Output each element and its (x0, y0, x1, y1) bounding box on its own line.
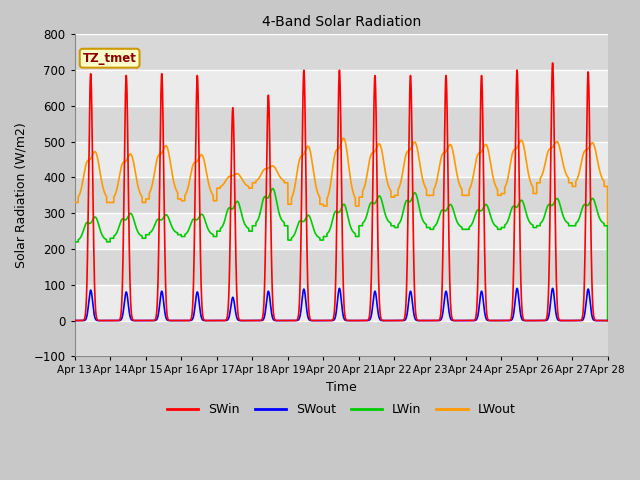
Title: 4-Band Solar Radiation: 4-Band Solar Radiation (262, 15, 421, 29)
Line: LWin: LWin (75, 189, 608, 321)
SWin (575, 318, 583, 324)
Line: LWout: LWout (75, 138, 608, 321)
SWout (604, 318, 612, 324)
Bar (75, 285, 608, 321)
LWin (275, 210, 283, 216)
SWin (275, 318, 283, 324)
LWin (134, 230, 142, 236)
SWout (552, 311, 560, 316)
Y-axis label: Solar Radiation (W/m2): Solar Radiation (W/m2) (15, 122, 28, 268)
LWout (134, 185, 142, 191)
SWin (555, 315, 563, 321)
Bar (75, 321, 608, 356)
LWout (275, 172, 283, 178)
LWin (575, 215, 583, 220)
SWin (134, 318, 142, 324)
LWout (340, 135, 348, 141)
Bar (75, 213, 608, 249)
LWin (604, 318, 612, 324)
Line: SWin: SWin (75, 63, 608, 321)
LWin (552, 196, 560, 202)
SWout (548, 286, 556, 291)
Bar (75, 70, 608, 106)
Text: TZ_tmet: TZ_tmet (83, 52, 136, 65)
SWin (71, 318, 79, 324)
LWout (604, 318, 612, 324)
SWout (575, 318, 583, 324)
LWin (269, 186, 276, 192)
Bar (75, 249, 608, 285)
Bar (75, 106, 608, 142)
SWin (404, 195, 412, 201)
LWin (71, 239, 79, 245)
Bar (75, 35, 608, 70)
Bar (75, 178, 608, 213)
SWout (275, 318, 283, 324)
X-axis label: Time: Time (326, 381, 356, 394)
SWout (71, 318, 79, 324)
LWout (555, 141, 563, 147)
LWout (552, 139, 560, 145)
LWout (404, 148, 412, 154)
Legend: SWin, SWout, LWin, LWout: SWin, SWout, LWin, LWout (162, 398, 520, 421)
SWin (552, 262, 560, 268)
SWin (604, 318, 612, 324)
Line: SWout: SWout (75, 288, 608, 321)
SWin (548, 60, 556, 66)
LWout (71, 200, 79, 205)
SWout (134, 318, 142, 324)
LWin (555, 197, 563, 203)
LWout (575, 168, 583, 174)
LWin (404, 198, 412, 204)
Bar (75, 142, 608, 178)
SWout (555, 317, 563, 323)
SWout (404, 303, 412, 309)
